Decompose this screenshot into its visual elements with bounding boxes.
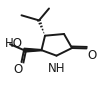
Text: O: O <box>13 63 22 76</box>
Polygon shape <box>24 48 42 52</box>
Text: O: O <box>87 49 96 62</box>
Text: HO: HO <box>4 37 22 50</box>
Text: NH: NH <box>48 62 65 75</box>
